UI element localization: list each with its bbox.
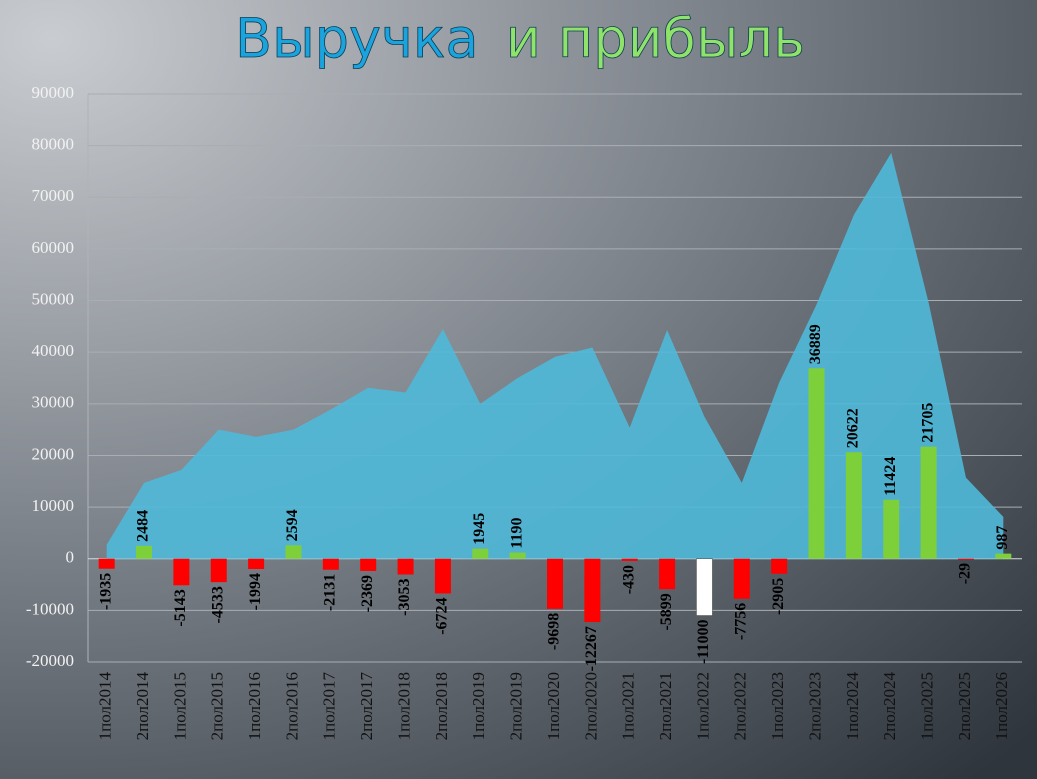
data-label: -3053 [396,578,413,615]
bar [621,558,638,561]
data-label: -2369 [359,575,376,612]
bar [547,558,563,609]
data-label: 21705 [919,403,936,443]
title-part: Выручка [235,7,479,70]
data-label: 2484 [135,510,152,542]
bar [733,558,750,599]
bar [696,558,713,616]
revenue-area [106,152,1004,559]
x-tick-label: 2пол2018 [432,672,451,740]
x-tick-label: 1пол2024 [843,672,862,741]
bar [322,558,339,570]
data-label: -11000 [695,620,712,664]
y-tick-label: 70000 [32,186,75,205]
x-tick-label: 2пол2015 [208,672,227,740]
data-label: 36889 [807,324,824,364]
y-tick-label: 60000 [32,238,75,257]
x-tick-label: 1пол2015 [170,672,189,740]
bar [210,558,227,583]
data-label: -9698 [546,613,563,650]
x-tick-label: 1пол2019 [469,672,488,740]
x-tick-label: 1пол2025 [918,672,937,740]
bar [285,545,302,559]
x-tick-label: 2пол2021 [656,672,675,740]
data-label: -6724 [434,597,451,634]
data-label: -29 [957,563,974,584]
data-label: 2594 [284,509,301,541]
x-tick-label: 2пол2025 [955,672,974,740]
x-tick-label: 1пол2018 [394,672,413,740]
x-tick-label: 1пол2017 [320,672,339,741]
x-tick-label: 1пол2023 [768,672,787,740]
bar [584,558,601,623]
bar [845,452,862,559]
bar [397,558,414,575]
data-label: -2131 [322,574,339,611]
data-label: -2905 [770,578,787,615]
bar [883,499,900,559]
data-label: -5899 [658,593,675,630]
bar [995,553,1012,559]
bar [98,558,115,569]
bar [434,558,451,594]
x-tick-label: 2пол2023 [805,672,824,740]
y-tick-label: -10000 [26,599,74,618]
y-tick-label: 10000 [32,496,75,515]
x-tick-label: 1пол2026 [992,672,1011,740]
bar [360,558,377,571]
data-label: 1190 [508,517,525,548]
bar [472,548,489,559]
data-label: -430 [620,565,637,594]
data-label: 987 [994,526,1011,550]
bar [136,545,153,559]
y-tick-label: 90000 [32,83,75,102]
bar [659,558,676,590]
y-tick-label: 30000 [32,393,75,412]
data-label: 11424 [882,457,899,496]
bar [957,558,974,560]
data-label: -1935 [97,573,114,610]
chart-title: Выручка и прибыль [235,7,805,70]
x-tick-label: 2пол2020 [581,672,600,740]
bar [771,558,788,574]
data-label: -12267 [583,626,600,671]
x-tick-label: 2пол2022 [731,672,750,740]
x-tick-label: 1пол2014 [96,672,115,741]
data-label: 1945 [471,513,488,545]
y-tick-label: -20000 [26,651,74,670]
bar [173,558,190,586]
data-label: -7756 [732,603,749,640]
x-tick-label: 2пол2014 [133,672,152,741]
x-tick-label: 1пол2020 [544,672,563,740]
y-tick-label: 40000 [32,341,75,360]
x-tick-label: 2пол2019 [507,672,526,740]
bar [808,368,825,559]
y-tick-label: 0 [66,548,75,567]
x-tick-label: 1пол2021 [619,672,638,740]
bar [248,558,265,570]
x-tick-label: 2пол2016 [282,672,301,740]
y-tick-label: 80000 [32,135,75,154]
data-label: -1994 [247,573,264,610]
data-label: -4533 [209,586,226,623]
data-label: -5143 [172,589,189,626]
x-tick-label: 1пол2016 [245,672,264,740]
title-part: и прибыль [506,7,805,70]
x-tick-label: 1пол2022 [693,672,712,740]
data-label: 20622 [845,408,862,448]
x-tick-label: 2пол2017 [357,672,376,741]
bar [920,446,937,559]
y-tick-label: 20000 [32,444,75,463]
x-tick-label: 2пол2024 [880,672,899,741]
y-tick-label: 50000 [32,289,75,308]
bar [509,552,526,559]
